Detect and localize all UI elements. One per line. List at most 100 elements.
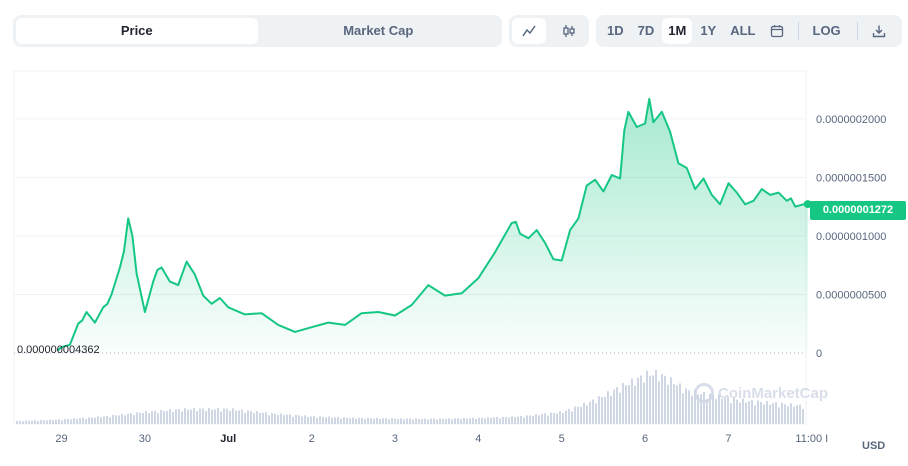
volume-bar — [388, 419, 390, 424]
volume-bar — [136, 412, 138, 424]
y-tick-label: 0 — [816, 348, 822, 360]
volume-bar — [220, 411, 222, 424]
volume-bar — [637, 377, 639, 424]
range-all-button[interactable]: ALL — [730, 23, 756, 38]
volume-bar — [454, 418, 456, 424]
volume-bar — [358, 417, 360, 424]
volume-bar — [763, 404, 765, 424]
volume-bar — [778, 407, 780, 424]
volume-bar — [718, 394, 720, 424]
tab-market-cap[interactable]: Market Cap — [343, 23, 414, 38]
volume-bar — [793, 406, 795, 424]
log-scale-button[interactable]: LOG — [812, 23, 841, 38]
volume-bar — [79, 418, 81, 424]
volume-bar — [796, 405, 798, 424]
volume-bar — [37, 421, 39, 424]
volume-bar — [241, 409, 243, 424]
volume-bar — [352, 417, 354, 424]
volume-bar — [568, 408, 570, 424]
volume-bar — [133, 415, 135, 424]
volume-bar — [436, 419, 438, 424]
volume-bar — [592, 399, 594, 424]
volume-bar — [262, 412, 264, 424]
volume-bar — [187, 409, 189, 424]
volume-bar — [709, 393, 711, 424]
volume-bar — [457, 418, 459, 424]
volume-bar — [580, 406, 582, 424]
volume-bar — [46, 420, 48, 424]
volume-bar — [670, 377, 672, 424]
volume-bar — [148, 413, 150, 424]
volume-bar — [16, 420, 18, 424]
volume-bar — [616, 387, 618, 424]
volume-bar — [343, 417, 345, 424]
volume-bar — [478, 417, 480, 424]
volume-bar — [523, 417, 525, 424]
x-tick-label: 29 — [55, 433, 67, 445]
volume-bar — [331, 417, 333, 424]
tab-price[interactable]: Price — [16, 18, 258, 44]
volume-bar — [673, 384, 675, 424]
volume-bar — [298, 415, 300, 424]
volume-bar — [691, 395, 693, 424]
volume-bar — [157, 413, 159, 424]
range-1y-button[interactable]: 1Y — [700, 23, 717, 38]
volume-bar — [469, 418, 471, 424]
volume-bar — [700, 394, 702, 424]
volume-bar — [373, 418, 375, 424]
volume-bar — [334, 417, 336, 424]
volume-bar — [340, 418, 342, 424]
volume-bar — [769, 404, 771, 424]
volume-bar — [22, 421, 24, 424]
volume-bar — [643, 382, 645, 424]
volume-bar — [466, 418, 468, 424]
volume-bar — [61, 420, 63, 424]
download-button[interactable] — [866, 18, 892, 44]
volume-bar — [319, 416, 321, 424]
x-tick-label: 7 — [725, 433, 731, 445]
volume-bar — [424, 418, 426, 424]
range-1m-button[interactable]: 1M — [662, 18, 693, 44]
volume-bar — [184, 408, 186, 424]
volume-bar — [28, 420, 30, 424]
volume-bar — [217, 407, 219, 424]
volume-bar — [235, 410, 237, 424]
date-range-button[interactable] — [764, 18, 790, 44]
price-chart[interactable]: 0 0.0000000500 0.0000001000 0.0000001500 0.0… — [0, 60, 908, 460]
volume-bar — [508, 417, 510, 424]
chart-mode-toggle — [509, 15, 589, 47]
volume-bar — [448, 418, 450, 424]
toolbar-divider — [856, 22, 858, 40]
volume-bar — [109, 417, 111, 424]
volume-bar — [118, 415, 120, 424]
volume-bar — [166, 411, 168, 424]
volume-bar — [601, 397, 603, 424]
price-line[interactable] — [56, 97, 808, 352]
volume-bar — [163, 411, 165, 424]
volume-bar — [706, 399, 708, 424]
volume-bar — [40, 420, 42, 424]
volume-bar — [736, 399, 738, 424]
line-chart-button[interactable] — [512, 18, 546, 44]
volume-bar — [628, 385, 630, 424]
volume-bar — [604, 396, 606, 424]
volume-bar — [367, 417, 369, 424]
volume-bar — [742, 398, 744, 424]
volume-bar — [724, 398, 726, 424]
volume-bar — [547, 415, 549, 424]
volume-bar — [772, 403, 774, 424]
volume-bar — [25, 420, 27, 424]
volume-bar — [115, 415, 117, 424]
volume-bar — [661, 374, 663, 424]
candlestick-button[interactable] — [552, 18, 586, 44]
range-1d-button[interactable]: 1D — [607, 23, 624, 38]
volume-bar — [85, 418, 87, 424]
volume-bar — [571, 411, 573, 424]
range-7d-button[interactable]: 7D — [637, 23, 655, 38]
volume-bar — [286, 414, 288, 424]
volume-bar — [589, 401, 591, 424]
volume-bar — [463, 417, 465, 424]
volume-bar — [517, 416, 519, 424]
volume-bar — [139, 412, 141, 424]
volume-bar — [748, 401, 750, 424]
